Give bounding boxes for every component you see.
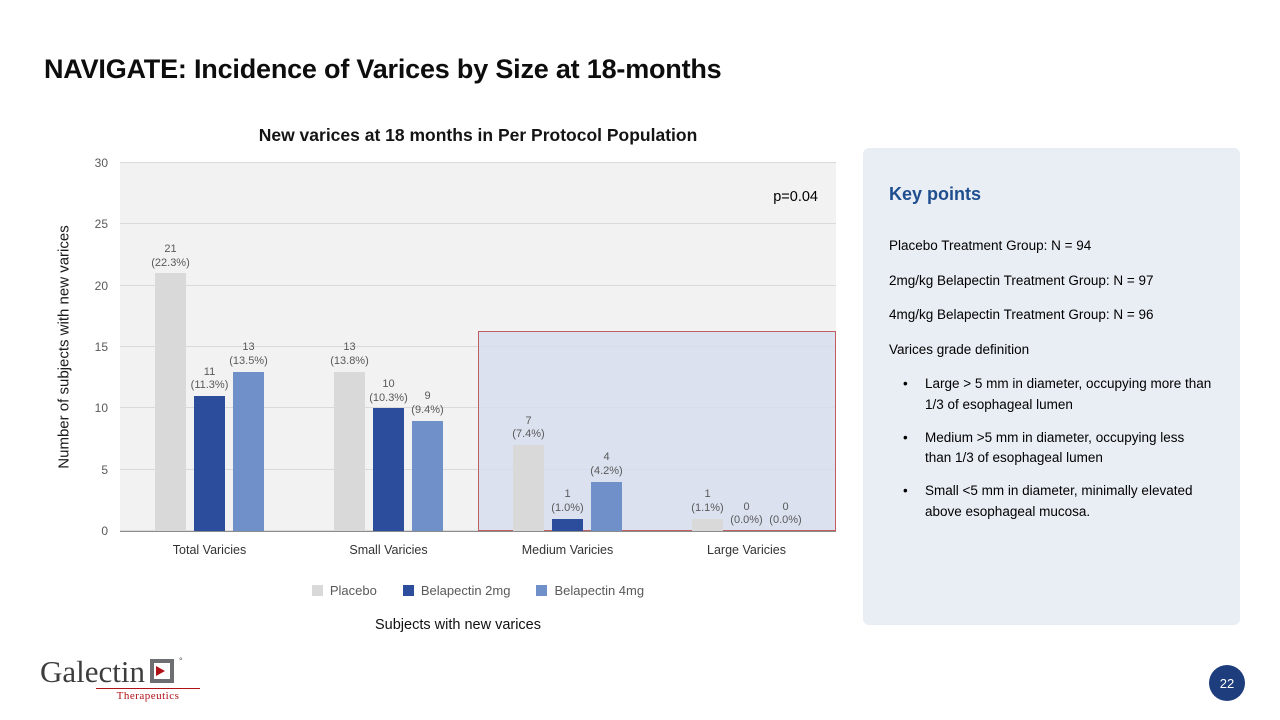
bar-column: 11 (11.3%) <box>191 163 228 531</box>
bar <box>513 445 544 531</box>
legend-item: Belapectin 4mg <box>536 583 644 598</box>
category-label: Small Varicies <box>349 543 428 557</box>
bar-value-label: 4 (4.2%) <box>590 451 623 478</box>
key-points-panel: Key points Placebo Treatment Group: N = … <box>863 148 1240 625</box>
key-points-bullet-list: • Large > 5 mm in diameter, occupying mo… <box>889 374 1214 522</box>
legend: Placebo Belapectin 2mg Belapectin 4mg <box>120 583 836 598</box>
y-tick-label: 5 <box>101 462 108 477</box>
bar-column: 7 (7.4%) <box>510 163 547 531</box>
category-label: Total Varicies <box>172 543 247 557</box>
y-tick-label: 10 <box>94 401 108 416</box>
y-axis-title: Number of subjects with new varices <box>55 225 73 469</box>
chart-title: New varices at 18 months in Per Protocol… <box>258 125 698 145</box>
slide-title: NAVIGATE: Incidence of Varices by Size a… <box>44 54 722 84</box>
bar-column: 10 (10.3%) <box>369 163 408 531</box>
bar-value-label: 13 (13.5%) <box>229 341 268 367</box>
bar-value-label: 10 (10.3%) <box>369 377 408 404</box>
gridline <box>120 223 836 225</box>
bar-column: 21 (22.3%) <box>151 163 190 531</box>
bar <box>155 273 186 531</box>
bar-column: 0 (0.0%) <box>728 163 765 531</box>
logo-row: Galectin ° <box>40 656 200 687</box>
bar-group-4: 1 (1.1%) 0 (0.0%) 0 (0.0%) <box>657 163 836 531</box>
bar-groups: 21 (22.3%) 11 (11.3%) 13 (13.5%) 13 (13.8%) 10 (1… <box>120 163 836 531</box>
key-point-paragraph: Varices grade definition <box>889 341 1030 357</box>
y-tick-labels: 0 5 10 15 20 25 30 <box>78 156 112 538</box>
key-points-heading: Key points <box>889 184 982 204</box>
bar-column: 9 (9.4%) <box>409 163 446 531</box>
key-point-bullet-item: • Small <5 mm in diameter, minimally ele… <box>903 481 1214 522</box>
bar-column: 13 (13.8%) <box>330 163 369 531</box>
bar-column: 0 (0.0%) <box>767 163 804 531</box>
legend-label: Belapectin 4mg <box>554 583 645 598</box>
plot-area: 21 (22.3%) 11 (11.3%) 13 (13.5%) 13 (13.8%) 10 (1… <box>120 162 836 532</box>
bar-column: 1 (1.0%) <box>549 163 586 531</box>
bar-value-label: 11 (11.3%) <box>190 365 229 392</box>
bullet-dot: • <box>903 429 908 445</box>
key-point-bullet: Small <5 mm in diameter, minimally eleva… <box>925 483 1193 519</box>
registered-mark: ° <box>179 656 183 666</box>
bar-column: 1 (1.1%) <box>689 163 726 531</box>
y-tick-label: 30 <box>94 156 108 170</box>
category-label: Large Varicies <box>707 543 786 557</box>
bar-column: 4 (4.2%) <box>588 163 625 531</box>
legend-label: Belapectin 2mg <box>420 583 511 598</box>
key-point-paragraph: 4mg/kg Belapectin Treatment Group: N = 9… <box>889 307 1154 323</box>
category-label: Medium Varicies <box>521 543 614 557</box>
bar <box>194 396 225 531</box>
bar <box>334 371 365 531</box>
legend-item: Placebo <box>311 583 377 598</box>
bar <box>591 481 622 531</box>
logo-wordmark: Galectin <box>40 654 146 689</box>
gridline <box>120 284 836 286</box>
bar-value-label: 0 (0.0%) <box>730 500 763 527</box>
logo-arrow-icon <box>156 666 166 676</box>
bullet-dot: • <box>903 376 908 392</box>
bar-value-label: 1 (1.0%) <box>551 488 584 514</box>
key-point-paragraph: 2mg/kg Belapectin Treatment Group: N = 9… <box>889 272 1154 288</box>
p-value-annotation: p=0.04 <box>773 189 818 205</box>
category-labels: Total Varicies Small Varicies Medium Varic… <box>120 543 836 557</box>
key-point-bullet-item: • Large > 5 mm in diameter, occupying mo… <box>903 374 1214 415</box>
bar <box>412 420 443 531</box>
bar-value-label: 9 (9.4%) <box>411 390 444 416</box>
legend-swatch <box>311 585 323 596</box>
bar <box>552 518 583 531</box>
bar-value-label: 21 (22.3%) <box>151 242 190 269</box>
bar-group-2: 13 (13.8%) 10 (10.3%) 9 (9.4%) <box>299 163 478 531</box>
key-point-bullet-item: • Medium >5 mm in diameter, occupying le… <box>903 428 1214 469</box>
x-axis-title: Subjects with new varices <box>374 617 541 633</box>
galectin-logo: Galectin ° Therapeutics <box>40 656 200 702</box>
key-point-bullet: Large > 5 mm in diameter, occupying more… <box>925 376 1212 412</box>
legend-label: Placebo <box>329 583 377 598</box>
y-tick-label: 0 <box>101 524 108 538</box>
bar-value-label: 0 (0.0%) <box>769 500 802 527</box>
gridline <box>120 162 836 163</box>
logo-subtext: Therapeutics <box>96 688 200 702</box>
bar-value-label: 13 (13.8%) <box>330 341 369 367</box>
page-number-badge: 22 <box>1209 665 1245 701</box>
key-point-paragraph: Placebo Treatment Group: N = 94 <box>889 238 1092 253</box>
bar-group-3: 7 (7.4%) 1 (1.0%) 4 (4.2%) <box>478 163 657 531</box>
legend-swatch <box>402 585 414 596</box>
bar <box>692 518 723 531</box>
bar <box>373 408 404 531</box>
y-tick-label: 20 <box>94 278 108 293</box>
bullet-dot: • <box>903 483 908 499</box>
bar-column: 13 (13.5%) <box>229 163 268 531</box>
key-point-bullet: Medium >5 mm in diameter, occupying less… <box>925 429 1185 466</box>
legend-swatch <box>536 585 548 596</box>
bar-value-label: 1 (1.1%) <box>691 488 724 514</box>
y-tick-label: 15 <box>94 340 108 354</box>
y-tick-label: 25 <box>94 217 108 232</box>
galectin-mark-icon <box>150 659 175 683</box>
legend-item: Belapectin 2mg <box>402 583 511 598</box>
bar <box>233 371 264 531</box>
bar-value-label: 7 (7.4%) <box>512 414 545 441</box>
bar-group-1: 21 (22.3%) 11 (11.3%) 13 (13.5%) <box>120 163 299 531</box>
